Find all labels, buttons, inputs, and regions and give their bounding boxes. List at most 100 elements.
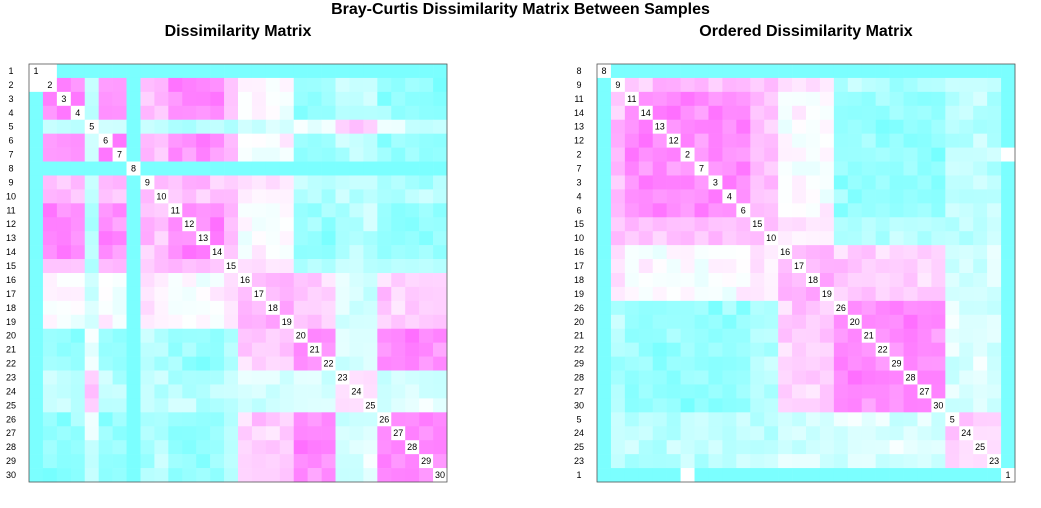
row-label: 18 (574, 275, 584, 285)
diagonal-label: 14 (212, 247, 222, 257)
heatmap-cell (405, 300, 420, 316)
heatmap-cell (279, 398, 295, 413)
heatmap-cell (349, 412, 364, 427)
heatmap-cell (182, 286, 197, 302)
heatmap-cell (1001, 231, 1016, 246)
heatmap-cell (391, 119, 406, 134)
heatmap-cell (861, 161, 876, 176)
heatmap-cell (182, 147, 197, 162)
heatmap-cell (680, 175, 695, 190)
heatmap-cell (168, 133, 183, 148)
heatmap-cell (279, 147, 295, 162)
heatmap-cell (861, 64, 876, 79)
heatmap-cell (819, 64, 835, 79)
heatmap-cell (293, 356, 308, 371)
heatmap-cell (349, 119, 364, 134)
heatmap-cell (889, 231, 904, 246)
heatmap-cell (819, 161, 835, 176)
heatmap-cell (321, 203, 336, 218)
heatmap-cell (154, 64, 169, 79)
heatmap-cell (736, 328, 751, 343)
heatmap-cell (196, 119, 211, 134)
heatmap-cell (182, 91, 197, 107)
heatmap-cell (903, 314, 918, 330)
heatmap-cell (875, 105, 890, 121)
heatmap-cell (959, 259, 974, 274)
heatmap-cell (875, 147, 890, 162)
heatmap-cell (694, 300, 709, 316)
heatmap-cell (847, 370, 863, 385)
heatmap-cell (210, 91, 225, 107)
heatmap-cell (265, 259, 281, 274)
heatmap-cell (736, 147, 751, 162)
heatmap-cell (819, 370, 835, 385)
heatmap-cell (624, 245, 640, 260)
heatmap-cell (889, 356, 904, 371)
heatmap-cell (307, 286, 322, 302)
heatmap-cell (945, 300, 960, 316)
heatmap-cell (265, 426, 281, 441)
heatmap-cell (764, 245, 779, 260)
heatmap-cell (377, 147, 392, 162)
heatmap-cell (666, 314, 681, 330)
heatmap-cell (792, 370, 807, 385)
heatmap-cell (652, 370, 667, 385)
heatmap-cell (764, 175, 779, 190)
heatmap-cell (154, 454, 169, 469)
heatmap-cell (140, 147, 155, 162)
heatmap-cell (29, 105, 44, 121)
heatmap-cell (819, 468, 835, 483)
heatmap-cell (238, 231, 253, 246)
heatmap-cell (363, 231, 378, 246)
heatmap-cell (624, 133, 640, 148)
heatmap-cell (84, 468, 99, 483)
heatmap-cell (764, 454, 779, 469)
heatmap-cell (391, 273, 406, 288)
heatmap-cell (293, 119, 308, 134)
heatmap-cell (42, 119, 58, 134)
heatmap-cell (833, 203, 849, 218)
heatmap-cell (56, 161, 72, 176)
heatmap-cell (666, 175, 681, 190)
heatmap-cell (819, 356, 835, 371)
heatmap-cell (889, 77, 904, 93)
heatmap-cell (819, 91, 835, 107)
heatmap-cell (973, 259, 988, 274)
heatmap-cell (238, 175, 253, 190)
heatmap-cell (363, 440, 378, 455)
heatmap-cell (405, 161, 420, 176)
heatmap-cell (168, 105, 183, 121)
heatmap-cell (638, 300, 654, 316)
heatmap-cell (764, 314, 779, 330)
heatmap-cell (680, 412, 695, 427)
heatmap-cell (931, 440, 946, 455)
heatmap-cell (847, 161, 863, 176)
heatmap-cell (279, 175, 295, 190)
heatmap-cell (182, 370, 197, 385)
heatmap-cell (238, 426, 253, 441)
heatmap-cell (238, 454, 253, 469)
heatmap-cell (806, 231, 821, 246)
heatmap-cell (778, 384, 793, 399)
heatmap-cell (349, 217, 364, 232)
heatmap-cell (597, 342, 612, 357)
row-label: 27 (574, 386, 584, 396)
heatmap-cell (973, 328, 988, 343)
heatmap-cell (196, 412, 211, 427)
heatmap-cell (708, 77, 723, 93)
heatmap-cell (154, 370, 169, 385)
heatmap-cell (959, 384, 974, 399)
heatmap-cell (945, 342, 960, 357)
heatmap-cell (279, 314, 295, 330)
heatmap-cell (251, 286, 267, 302)
heatmap-cell (42, 342, 58, 357)
heatmap-cell (708, 119, 723, 134)
heatmap-cell (126, 398, 141, 413)
heatmap-cell (624, 300, 640, 316)
heatmap-cell (154, 412, 169, 427)
heatmap-cell (959, 412, 974, 427)
heatmap-cell (847, 314, 863, 330)
heatmap-cell (42, 286, 58, 302)
heatmap-cell (861, 217, 876, 232)
heatmap-cell (238, 398, 253, 413)
